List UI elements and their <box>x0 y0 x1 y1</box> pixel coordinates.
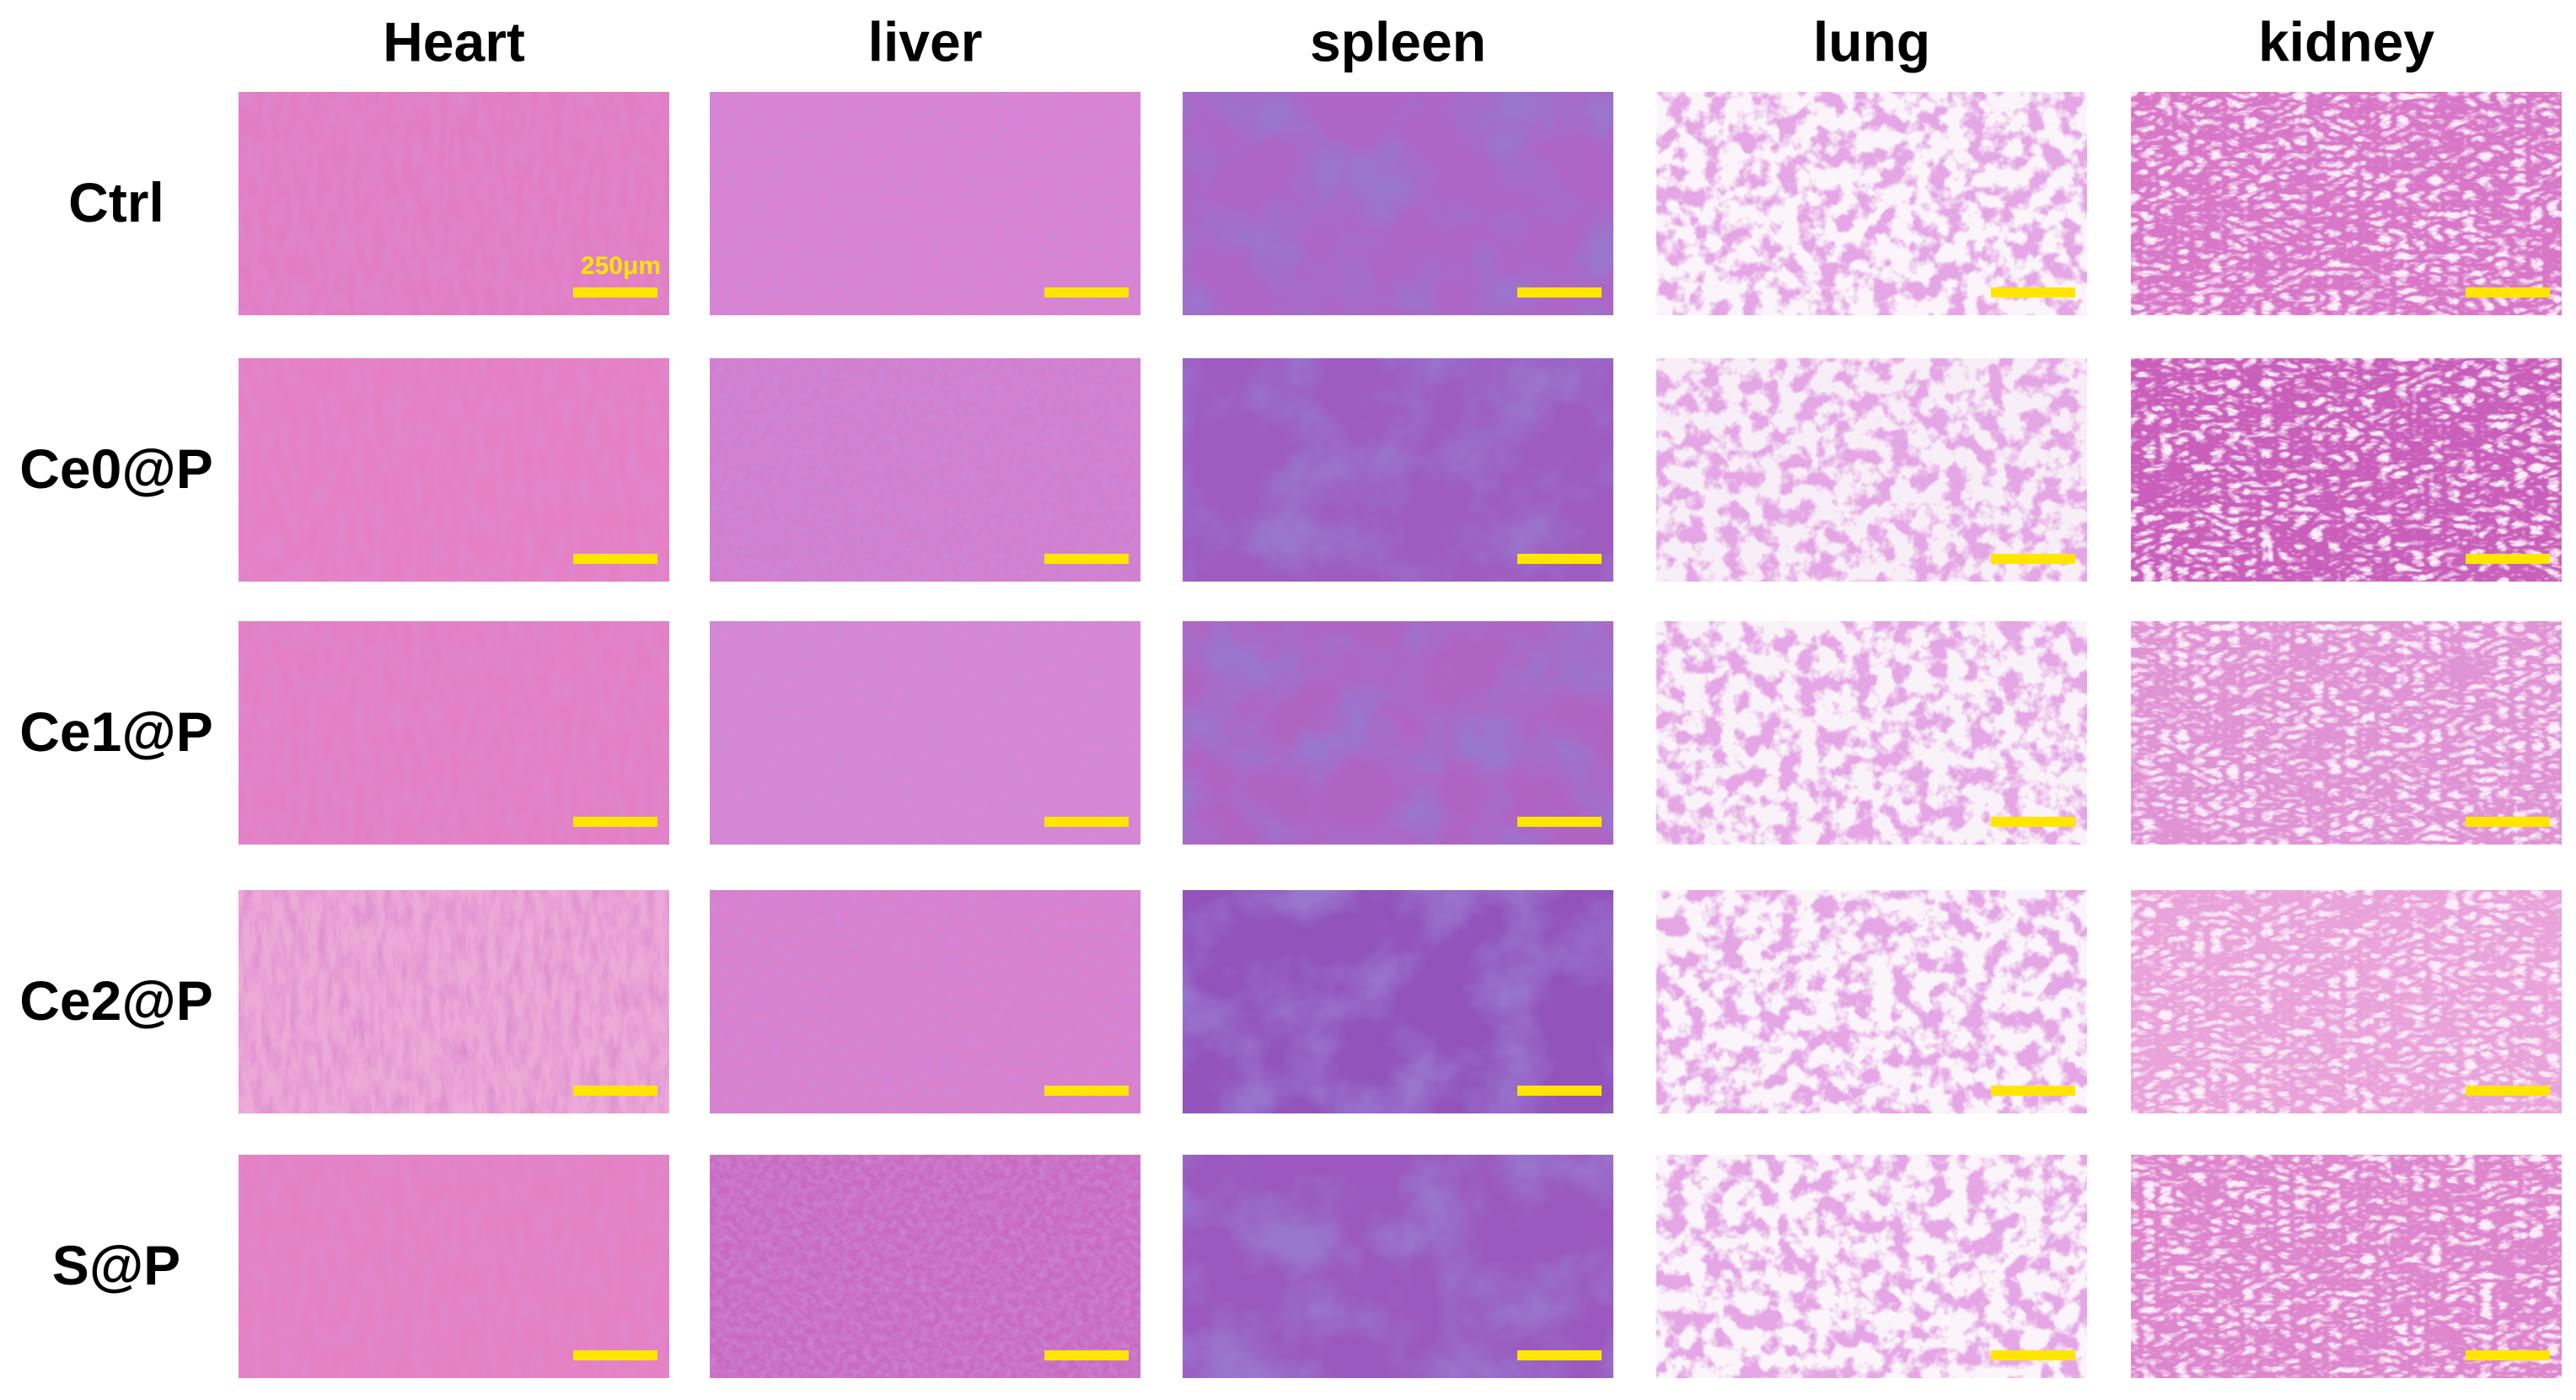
tissue-texture <box>1183 92 1613 315</box>
tissue-texture <box>1656 92 2087 315</box>
scale-bar <box>1517 554 1602 564</box>
scale-bar <box>1044 1086 1129 1096</box>
scale-bar <box>573 554 657 564</box>
column-header: spleen <box>1310 10 1486 72</box>
tissue-texture <box>1183 358 1613 582</box>
row-label: S@P <box>52 1234 180 1296</box>
tissue-texture <box>2131 92 2562 315</box>
scale-bar <box>1517 1350 1602 1360</box>
tissue-texture <box>239 890 669 1113</box>
tissue-texture <box>239 1155 669 1378</box>
tissue-texture <box>2131 621 2562 845</box>
scale-bar <box>2466 287 2550 298</box>
scale-bar <box>1517 817 1602 827</box>
tissue-texture <box>710 621 1140 845</box>
tissue-texture <box>239 92 669 315</box>
scale-bar <box>2466 554 2550 564</box>
column-header: kidney <box>2258 10 2434 72</box>
scale-bar <box>573 287 657 298</box>
row-label: Ce1@P <box>19 700 212 763</box>
tissue-texture <box>710 890 1140 1113</box>
tissue-texture <box>1656 358 2087 582</box>
tissue-texture <box>1183 890 1613 1113</box>
row-label: Ce2@P <box>19 969 212 1032</box>
scale-bar <box>1044 554 1129 564</box>
scale-bar <box>1517 1086 1602 1096</box>
tissue-texture <box>239 621 669 845</box>
scale-bar <box>573 817 657 827</box>
row-label: Ce0@P <box>19 437 212 500</box>
tissue-texture <box>1656 890 2087 1113</box>
scale-bar <box>1991 1086 2075 1096</box>
scale-bar <box>1044 817 1129 827</box>
scale-bar <box>1991 287 2075 298</box>
scale-bar <box>573 1086 657 1096</box>
scale-bar <box>1044 1350 1129 1360</box>
tissue-texture <box>2131 358 2562 582</box>
scale-bar <box>1991 554 2075 564</box>
column-header: lung <box>1813 10 1930 72</box>
tissue-texture <box>239 358 669 582</box>
scale-bar <box>2466 1350 2550 1360</box>
scale-bar <box>2466 817 2550 827</box>
scale-bar <box>1517 287 1602 298</box>
scale-bar <box>1044 287 1129 298</box>
row-label: Ctrl <box>68 171 164 233</box>
tissue-texture <box>2131 1155 2562 1378</box>
tissue-texture <box>710 1155 1140 1378</box>
column-header: Heart <box>383 10 525 72</box>
tissue-texture <box>1656 621 2087 845</box>
tissue-texture <box>1656 1155 2087 1378</box>
scale-bar-label: 250μm <box>581 252 661 280</box>
scale-bar <box>2466 1086 2550 1096</box>
scale-bar <box>573 1350 657 1360</box>
column-header: liver <box>868 10 983 72</box>
tissue-texture <box>1183 621 1613 845</box>
tissue-texture <box>1183 1155 1613 1378</box>
scale-bar <box>1991 817 2075 827</box>
tissue-texture <box>710 92 1140 315</box>
scale-bar <box>1991 1350 2075 1360</box>
tissue-texture <box>710 358 1140 582</box>
tissue-texture <box>2131 890 2562 1113</box>
